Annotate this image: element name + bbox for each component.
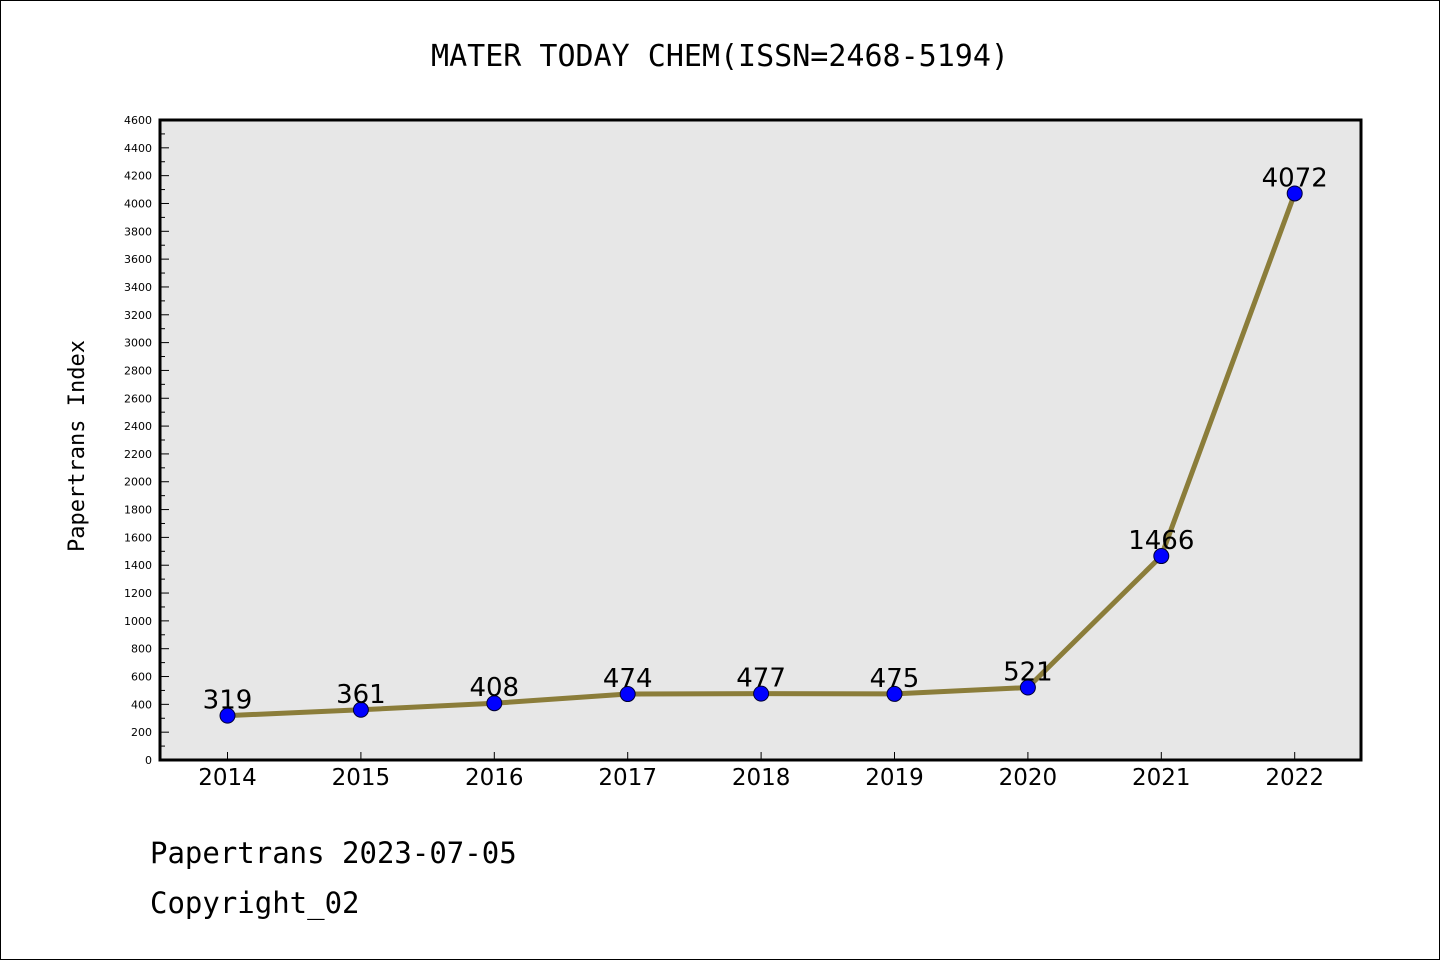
data-label: 1466 xyxy=(1128,526,1194,556)
data-point xyxy=(1019,679,1036,696)
y-tick-label: 2600 xyxy=(124,392,152,405)
y-tick-label: 1400 xyxy=(124,559,152,572)
y-tick-label: 600 xyxy=(131,671,152,684)
x-tick-label: 2016 xyxy=(465,765,524,791)
y-tick-label: 2200 xyxy=(124,448,152,461)
plot-area xyxy=(158,118,1363,762)
data-point xyxy=(486,695,503,712)
y-tick-label: 2000 xyxy=(124,476,152,489)
y-tick-label: 800 xyxy=(131,643,152,656)
chart-title: MATER TODAY CHEM(ISSN=2468-5194) xyxy=(431,39,1009,74)
y-tick-label: 1000 xyxy=(124,615,152,628)
y-tick-label: 3200 xyxy=(124,309,152,322)
y-tick-label: 4200 xyxy=(124,170,152,183)
x-tick-label: 2021 xyxy=(1132,765,1191,791)
x-tick-label: 2020 xyxy=(999,765,1058,791)
x-tick-label: 2018 xyxy=(732,765,791,791)
x-tick-label: 2015 xyxy=(332,765,391,791)
y-tick-label: 400 xyxy=(131,698,152,711)
y-tick-label: 3400 xyxy=(124,281,152,294)
y-tick-label: 4400 xyxy=(124,142,152,155)
x-tick-label: 2017 xyxy=(598,765,657,791)
y-tick-label: 0 xyxy=(145,754,152,767)
data-point xyxy=(219,707,236,724)
y-tick-label: 4600 xyxy=(124,114,152,127)
y-tick-label: 2400 xyxy=(124,420,152,433)
y-tick-label: 2800 xyxy=(124,364,152,377)
data-label: 474 xyxy=(603,664,653,694)
y-tick-label: 1200 xyxy=(124,587,152,600)
footer-copyright: Copyright_02 xyxy=(150,886,360,920)
y-tick-label: 1800 xyxy=(124,504,152,517)
data-point xyxy=(1153,548,1170,565)
y-tick-label: 1600 xyxy=(124,531,152,544)
data-point xyxy=(352,701,369,718)
data-label: 475 xyxy=(870,664,920,694)
x-axis-ticks: 2014 2015 2016 2017 2018 2019 2020 2021 2022 xyxy=(198,752,1324,791)
footer-date-text: Papertrans 2023-07-05 xyxy=(150,836,517,870)
data-label: 408 xyxy=(469,673,519,703)
data-point xyxy=(1286,185,1303,202)
data-label: 477 xyxy=(736,664,786,694)
data-label: 521 xyxy=(1003,658,1053,688)
data-point xyxy=(753,685,770,702)
y-tick-label: 4000 xyxy=(124,197,152,210)
data-label: 4072 xyxy=(1262,163,1328,193)
data-label: 361 xyxy=(336,680,386,710)
y-axis-ticks: 0 200 400 600 800 1000 1200 1400 1600 1800 2000 220… xyxy=(124,114,169,767)
x-tick-label: 2019 xyxy=(865,765,924,791)
y-tick-label: 200 xyxy=(131,726,152,739)
y-tick-label: 3800 xyxy=(124,225,152,238)
y-tick-label: 3000 xyxy=(124,337,152,350)
data-point xyxy=(619,686,636,703)
y-tick-label: 3600 xyxy=(124,253,152,266)
x-tick-label: 2014 xyxy=(198,765,257,791)
data-label: 319 xyxy=(203,686,253,716)
x-tick-label: 2022 xyxy=(1265,765,1324,791)
data-point xyxy=(886,685,903,702)
series-group: 319 361 408 474 477 475 521 1466 4072 xyxy=(203,163,1328,724)
y-axis-label: Papertrans Index xyxy=(65,340,90,552)
